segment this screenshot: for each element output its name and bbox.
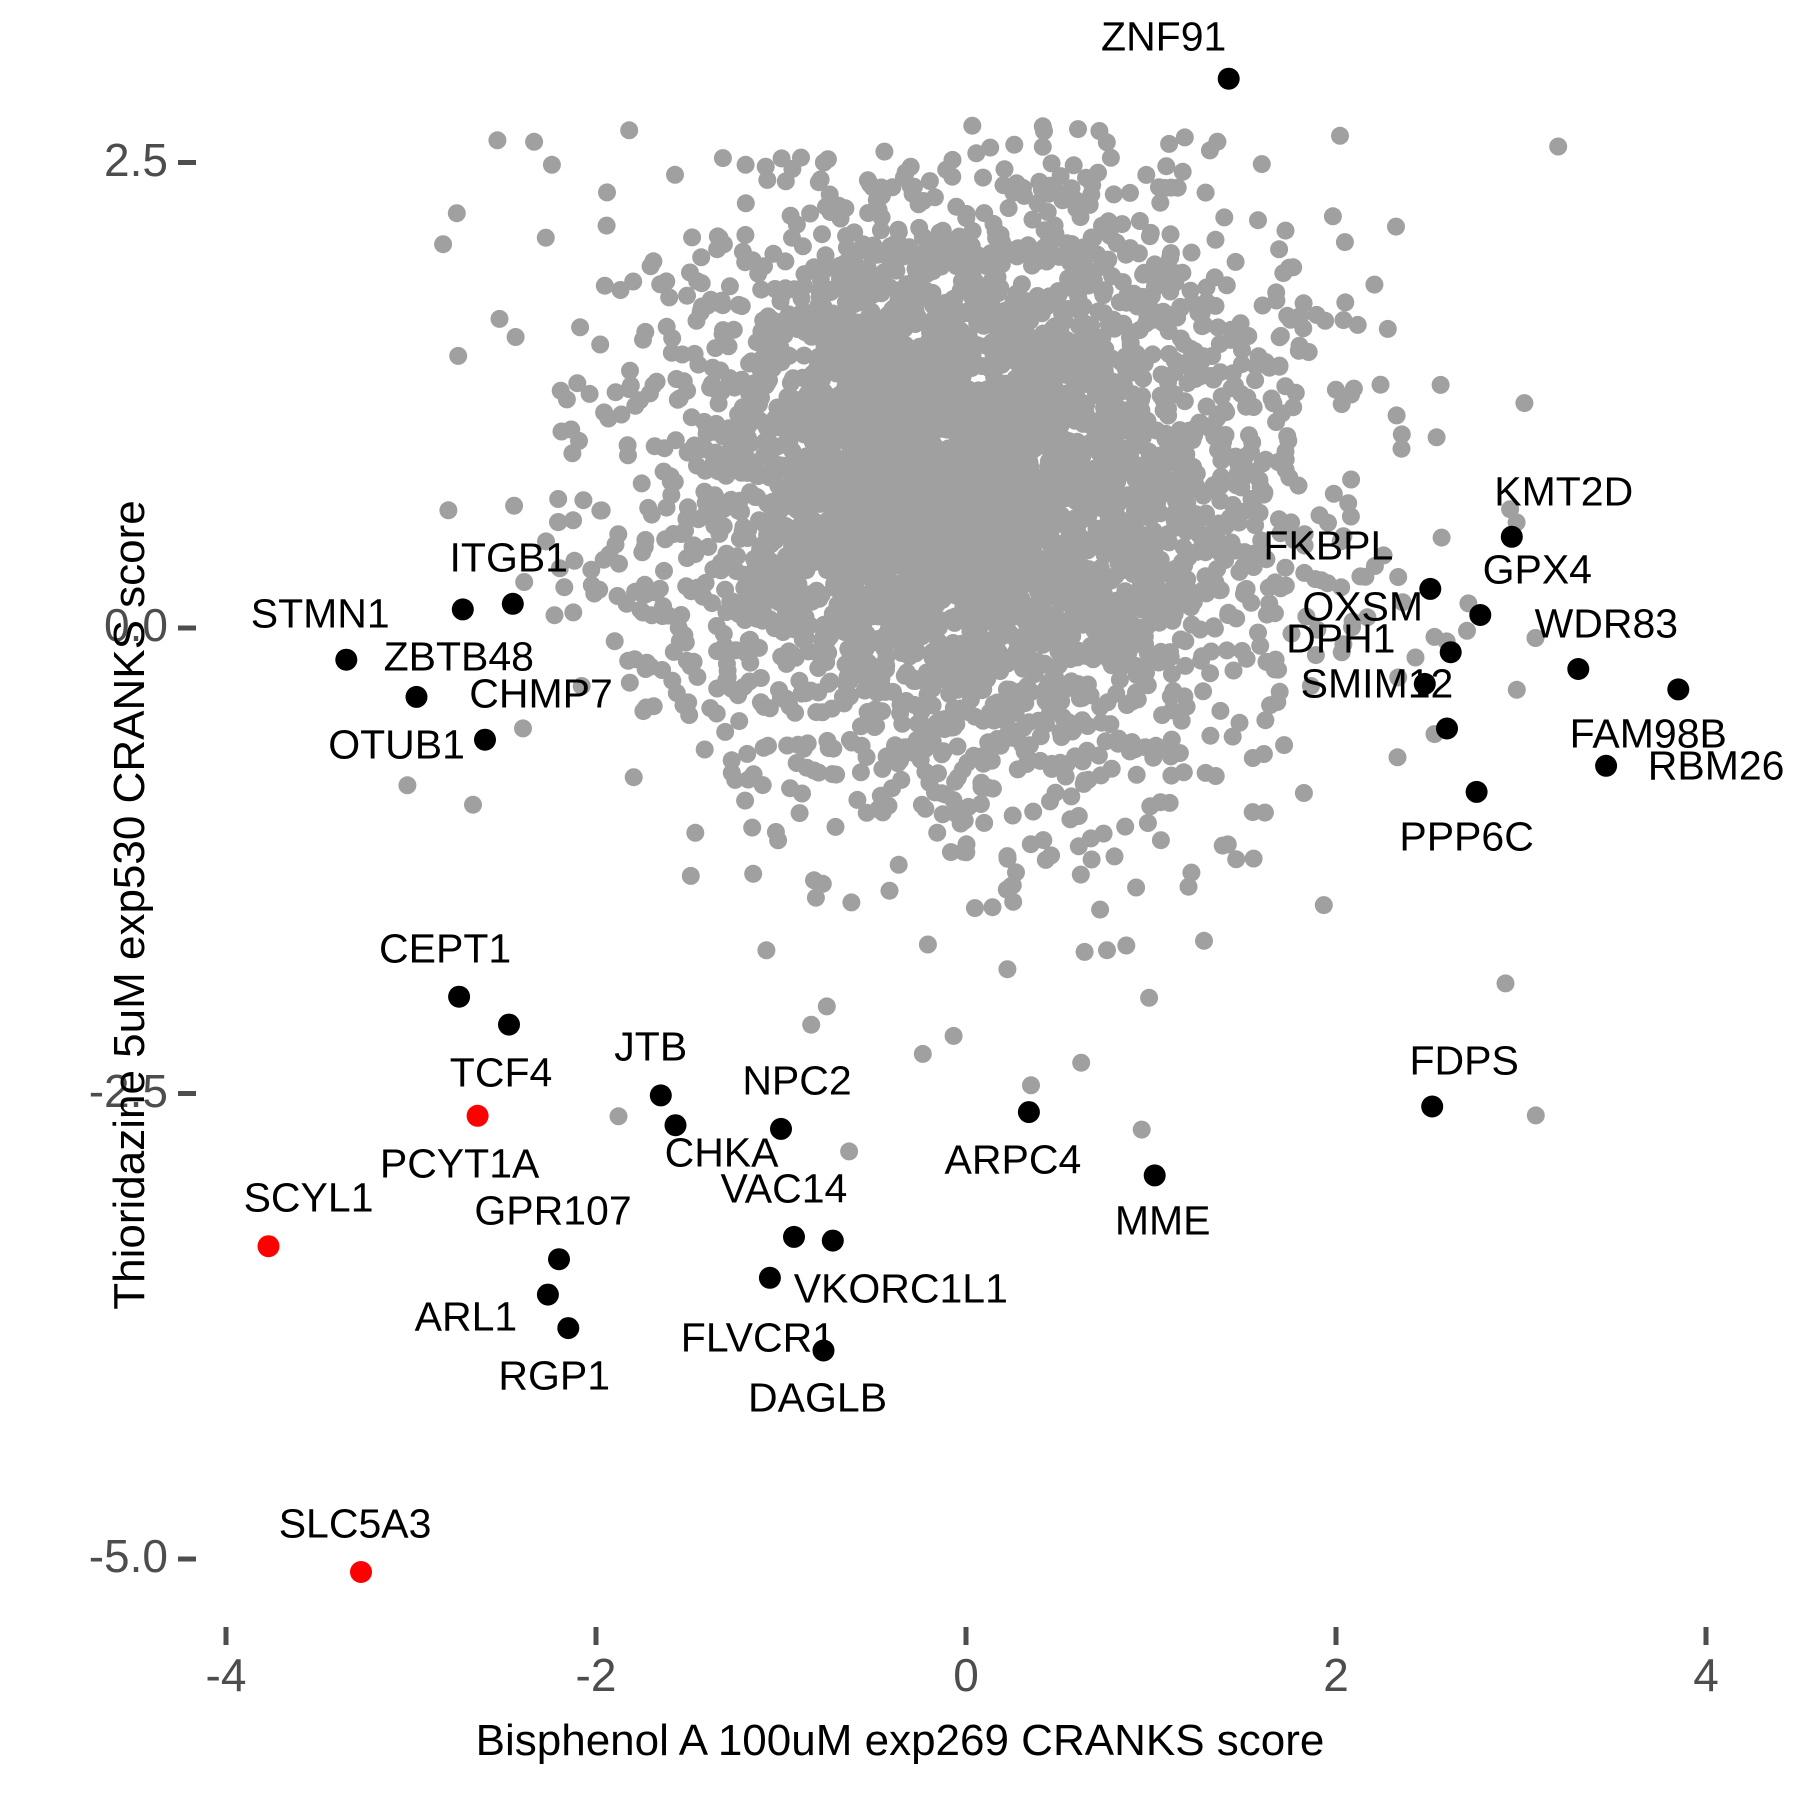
highlight-point [501,592,524,615]
y-tick-label-1: 0.0 [104,599,168,651]
gene-label-znf91: ZNF91 [1101,13,1227,60]
background-point-cloud [398,116,1568,1161]
highlight-point [758,1266,781,1289]
highlighted-points-layer [257,67,1690,1583]
gene-label-flvcr1: FLVCR1 [680,1314,835,1361]
gene-label-itgb1: ITGB1 [449,534,568,581]
gene-label-scyl1: SCYL1 [243,1174,374,1221]
highlight-point [649,1084,672,1107]
highlight-point [1436,717,1458,740]
y-tick-label-2: -2.5 [88,1064,168,1117]
highlight-point [1413,672,1436,695]
y-tick-label-0: 2.5 [104,133,168,186]
highlight-point [1667,678,1690,701]
gene-label-slc5a3: SLC5A3 [278,1500,432,1547]
highlight-point [1217,67,1240,90]
gene-label-cept1: CEPT1 [379,925,512,972]
highlight-point [1017,1101,1040,1124]
gene-label-mme: MME [1114,1197,1211,1244]
highlight-point [557,1317,580,1340]
highlight-point [1500,525,1523,548]
gene-label-tcf4: TCF4 [449,1049,553,1096]
gene-label-chmp7: CHMP7 [469,670,613,717]
x-tick-label-1: -2 [575,1649,617,1701]
highlight-point [783,1225,805,1248]
highlight-point [821,1229,844,1252]
gene-label-dph1: DPH1 [1286,615,1396,662]
gene-label-vkorc1l1: VKORC1L1 [793,1265,1008,1312]
highlight-point [498,1013,520,1036]
gene-label-daglb: DAGLB [748,1374,888,1421]
gene-label-oxsm: OXSM [1302,583,1424,630]
highlight-point [1465,780,1488,803]
y-axis-title: Thioridazine 5uM exp530 CRANKS score [105,500,154,1310]
highlight-point [1595,754,1618,777]
gene-label-ppp6c: PPP6C [1399,813,1534,860]
gene-label-jtb: JTB [614,1023,688,1070]
highlight-point [405,685,428,708]
gene-label-stmn1: STMN1 [250,590,390,637]
gene-label-gpr107: GPR107 [474,1187,632,1234]
gene-label-pcyt1a: PCYT1A [379,1140,540,1187]
gene-label-fam98b: FAM98B [1569,710,1727,757]
gene-label-wdr83: WDR83 [1534,600,1679,647]
highlight-point [257,1235,280,1258]
gene-label-npc2: NPC2 [742,1057,852,1104]
highlight-point [536,1283,559,1306]
highlight-point [548,1248,570,1271]
highlight-point [1469,604,1492,626]
gene-label-chka: CHKA [664,1129,779,1176]
highlight-point [1421,1095,1444,1118]
axis-tick-marks [178,160,1709,1645]
highlight-point [350,1561,372,1583]
gene-label-arpc4: ARPC4 [944,1136,1082,1183]
highlight-point [770,1117,792,1140]
gene-label-zbtb48: ZBTB48 [383,633,534,680]
gene-label-gpx4: GPX4 [1482,546,1592,593]
gene-label-smim12: SMIM12 [1300,660,1454,707]
highlight-point [448,985,471,1008]
highlight-point [664,1114,687,1137]
gene-label-fdps: FDPS [1409,1037,1519,1084]
x-tick-label-3: 2 [1323,1649,1349,1701]
gene-label-fkbpl: FKBPL [1263,522,1394,569]
x-tick-label-4: 4 [1693,1649,1719,1701]
gene-label-kmt2d: KMT2D [1494,468,1634,515]
highlight-point [474,728,496,751]
highlight-point [1567,658,1590,680]
highlight-point [451,598,474,621]
highlight-point [1439,641,1462,664]
x-axis-title: Bisphenol A 100uM exp269 CRANKS score [475,1716,1325,1765]
y-tick-label-3: -5.0 [88,1530,168,1582]
highlight-point [812,1339,835,1362]
highlight-point [1143,1164,1166,1187]
x-tick-label-2: 0 [953,1649,979,1701]
highlight-point [1419,577,1442,600]
x-tick-label-0: -4 [205,1649,247,1701]
gene-label-vac14: VAC14 [720,1165,848,1212]
gene-label-arl1: ARL1 [414,1293,518,1340]
gene-label-otub1: OTUB1 [328,721,465,768]
highlight-point [466,1104,489,1127]
gene-label-rgp1: RGP1 [498,1352,611,1399]
gene-label-rbm26: RBM26 [1647,742,1785,789]
highlight-point [335,648,358,671]
